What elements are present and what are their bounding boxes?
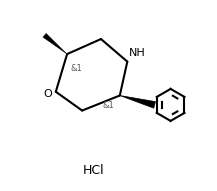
Text: O: O xyxy=(43,89,52,99)
Text: &1: &1 xyxy=(102,101,114,110)
Polygon shape xyxy=(43,33,67,54)
Polygon shape xyxy=(120,96,156,108)
Text: &1: &1 xyxy=(71,63,83,73)
Text: NH: NH xyxy=(129,48,146,58)
Text: HCl: HCl xyxy=(83,164,104,177)
